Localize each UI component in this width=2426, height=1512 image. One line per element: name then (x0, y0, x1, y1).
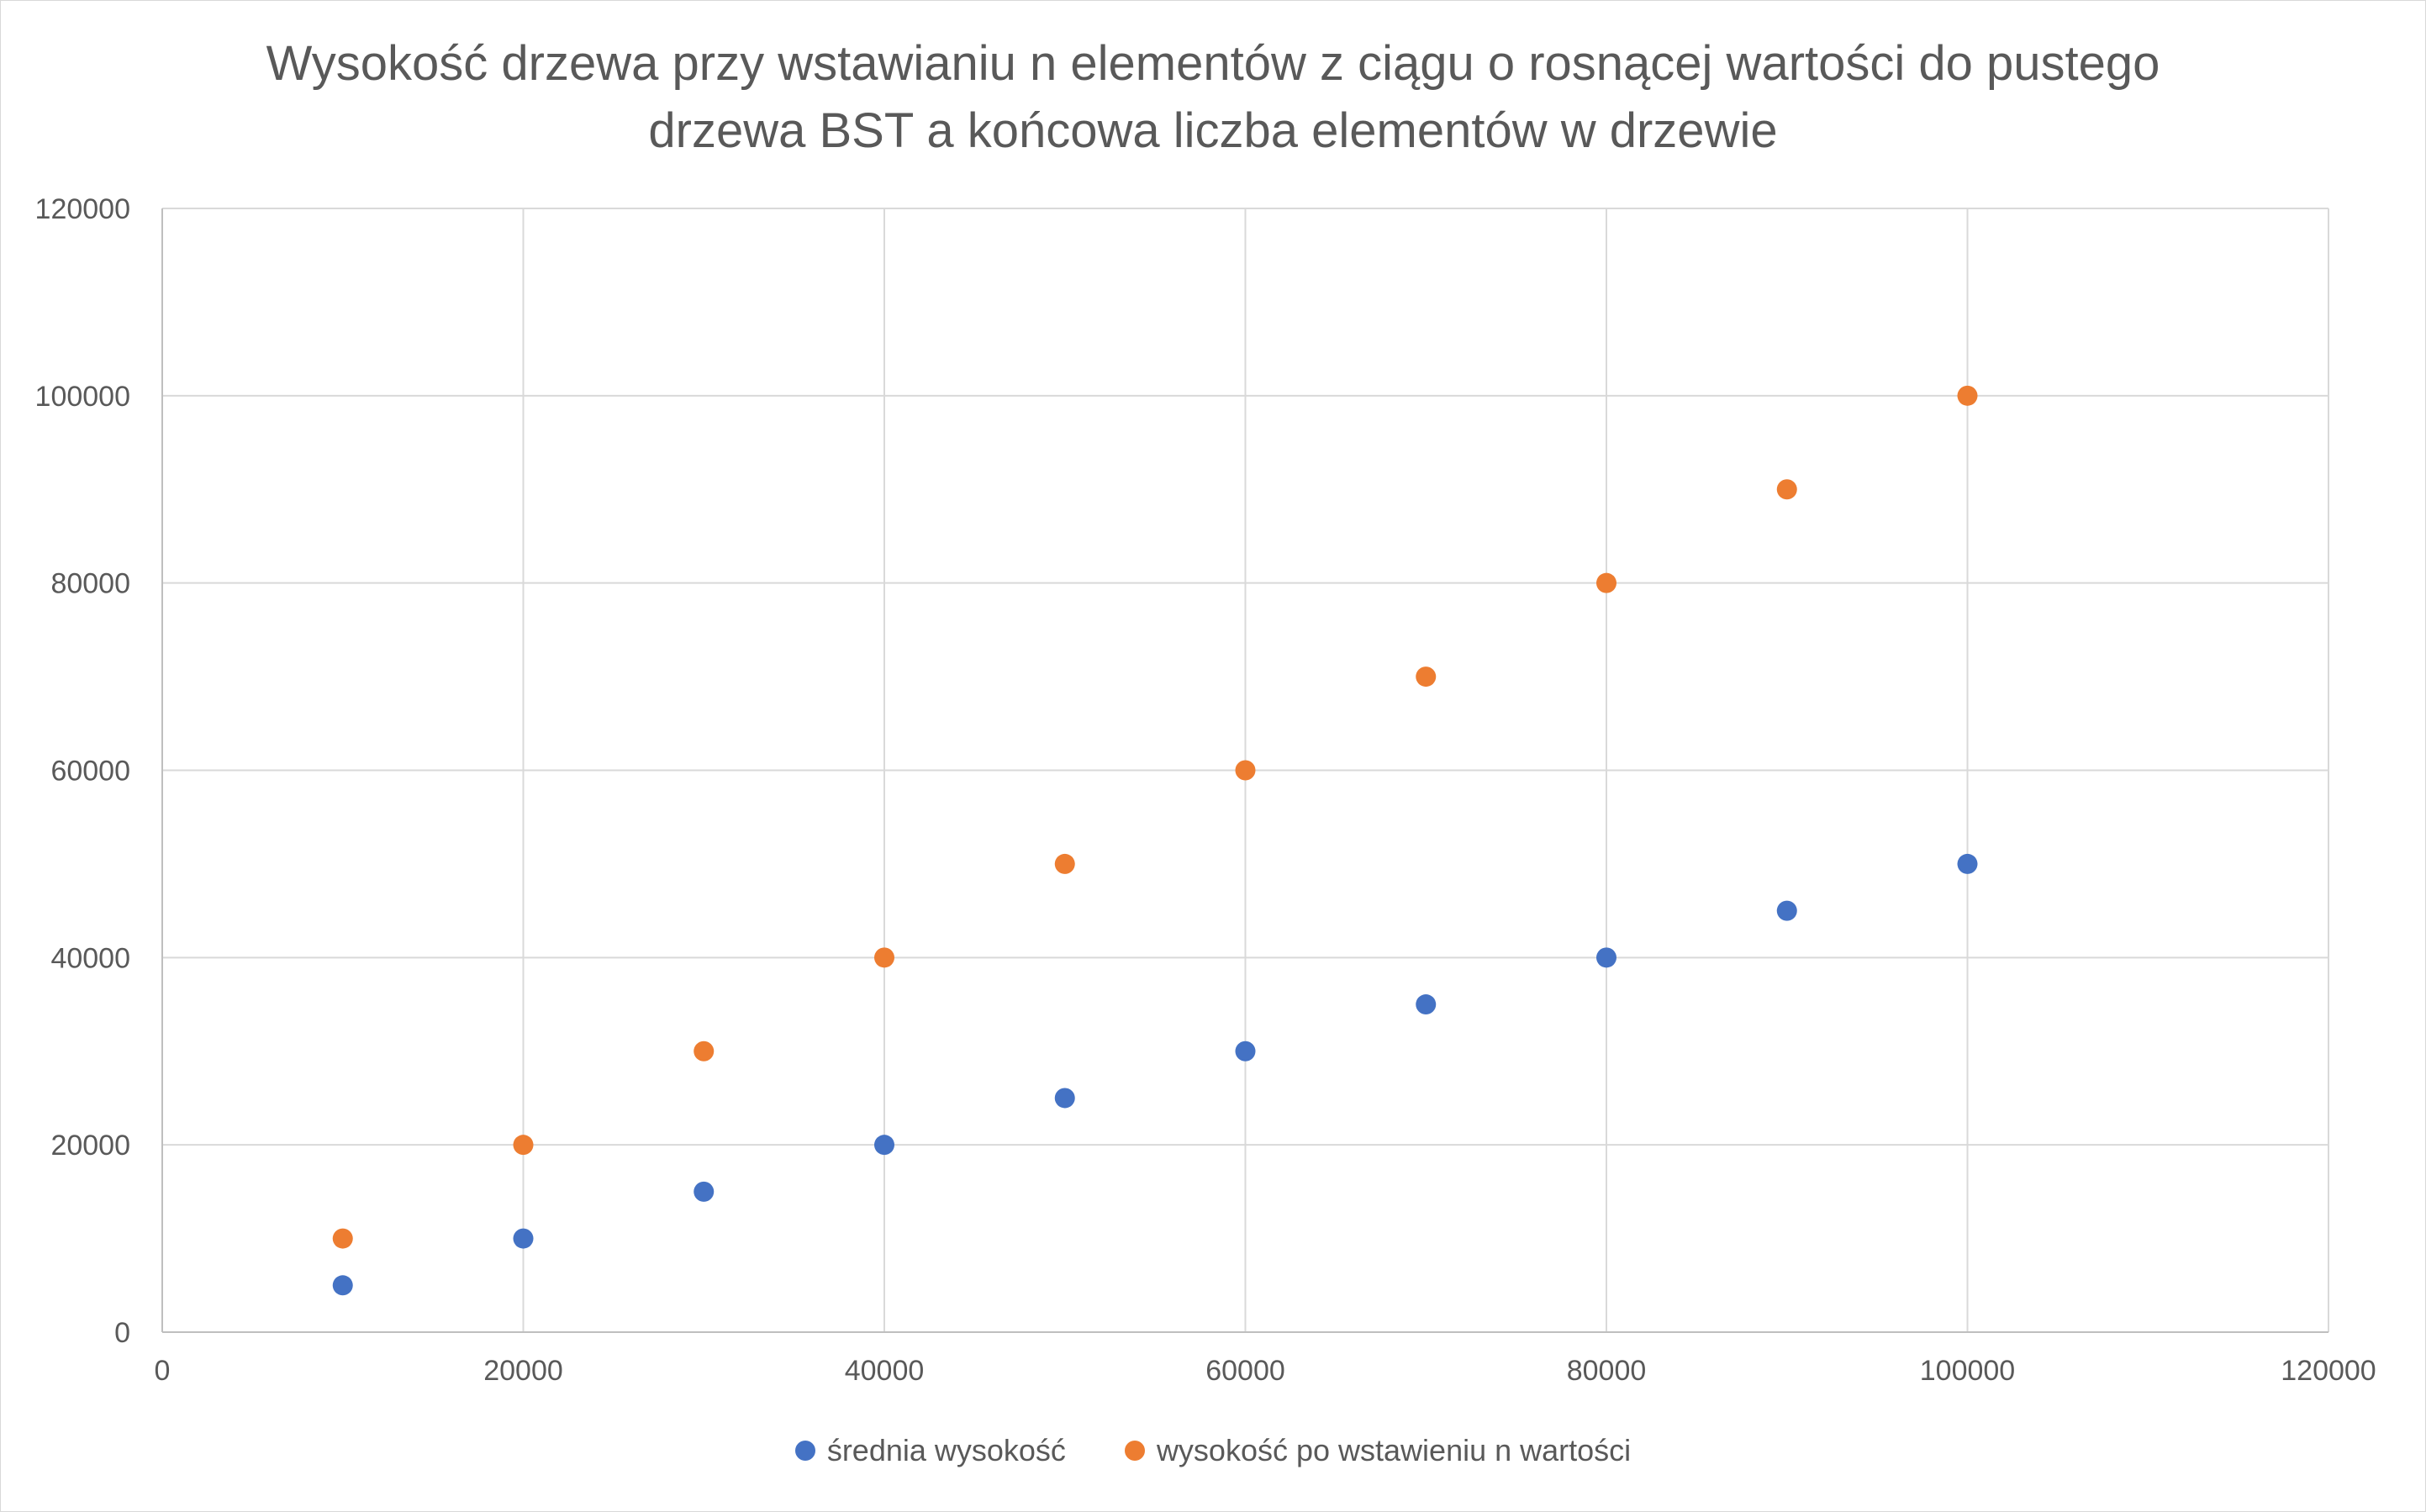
legend-item-srednia-wysokosc: średnia wysokość (794, 1433, 1066, 1468)
data-point-series-1 (1416, 666, 1437, 688)
x-tick-label: 0 (155, 1355, 171, 1387)
y-tick-label: 100000 (35, 381, 130, 413)
data-point-series-0 (1596, 947, 1616, 968)
y-tick-label: 60000 (50, 756, 130, 788)
data-point-series-1 (874, 947, 894, 968)
x-tick-label: 60000 (1205, 1355, 1285, 1387)
data-point-series-1 (513, 1135, 534, 1156)
data-point-series-0 (1054, 1088, 1075, 1109)
data-point-series-0 (1235, 1040, 1256, 1062)
data-point-series-0 (694, 1181, 715, 1202)
data-point-series-1 (694, 1040, 715, 1062)
data-point-series-0 (513, 1228, 534, 1249)
data-point-series-0 (874, 1135, 894, 1156)
y-tick-label: 120000 (35, 193, 130, 225)
legend-label-wysokosc-po-wstawieniu: wysokość po wstawieniu n wartości (1156, 1433, 1632, 1467)
data-point-series-0 (1776, 900, 1797, 921)
data-point-series-1 (1776, 479, 1797, 500)
x-tick-label: 40000 (845, 1355, 925, 1387)
data-point-series-0 (332, 1275, 353, 1296)
legend-marker-wysokosc-po-wstawieniu (1124, 1441, 1145, 1461)
data-point-series-0 (1957, 853, 1978, 874)
legend: średnia wysokość wysokość po wstawieniu … (0, 1433, 2426, 1468)
y-tick-label: 80000 (50, 568, 130, 600)
data-point-series-0 (1416, 994, 1437, 1015)
legend-label-srednia-wysokosc: średnia wysokość (826, 1433, 1066, 1467)
data-point-series-1 (1235, 760, 1256, 781)
y-tick-label: 40000 (50, 942, 130, 974)
x-tick-label: 120000 (2281, 1355, 2376, 1387)
y-tick-label: 20000 (50, 1130, 130, 1162)
x-tick-label: 100000 (1920, 1355, 2015, 1387)
data-point-series-1 (1957, 385, 1978, 406)
data-point-series-1 (1054, 853, 1075, 874)
y-tick-label: 0 (114, 1317, 130, 1349)
data-point-series-1 (1596, 572, 1616, 593)
data-point-series-1 (332, 1228, 353, 1249)
x-tick-label: 20000 (483, 1355, 563, 1387)
chart-title: Wysokość drzewa przy wstawianiu n elemen… (266, 36, 2160, 158)
legend-item-wysokosc-po-wstawieniu: wysokość po wstawieniu n wartości (1124, 1433, 1632, 1468)
x-tick-label: 80000 (1567, 1355, 1647, 1387)
legend-marker-srednia-wysokosc (794, 1441, 815, 1461)
